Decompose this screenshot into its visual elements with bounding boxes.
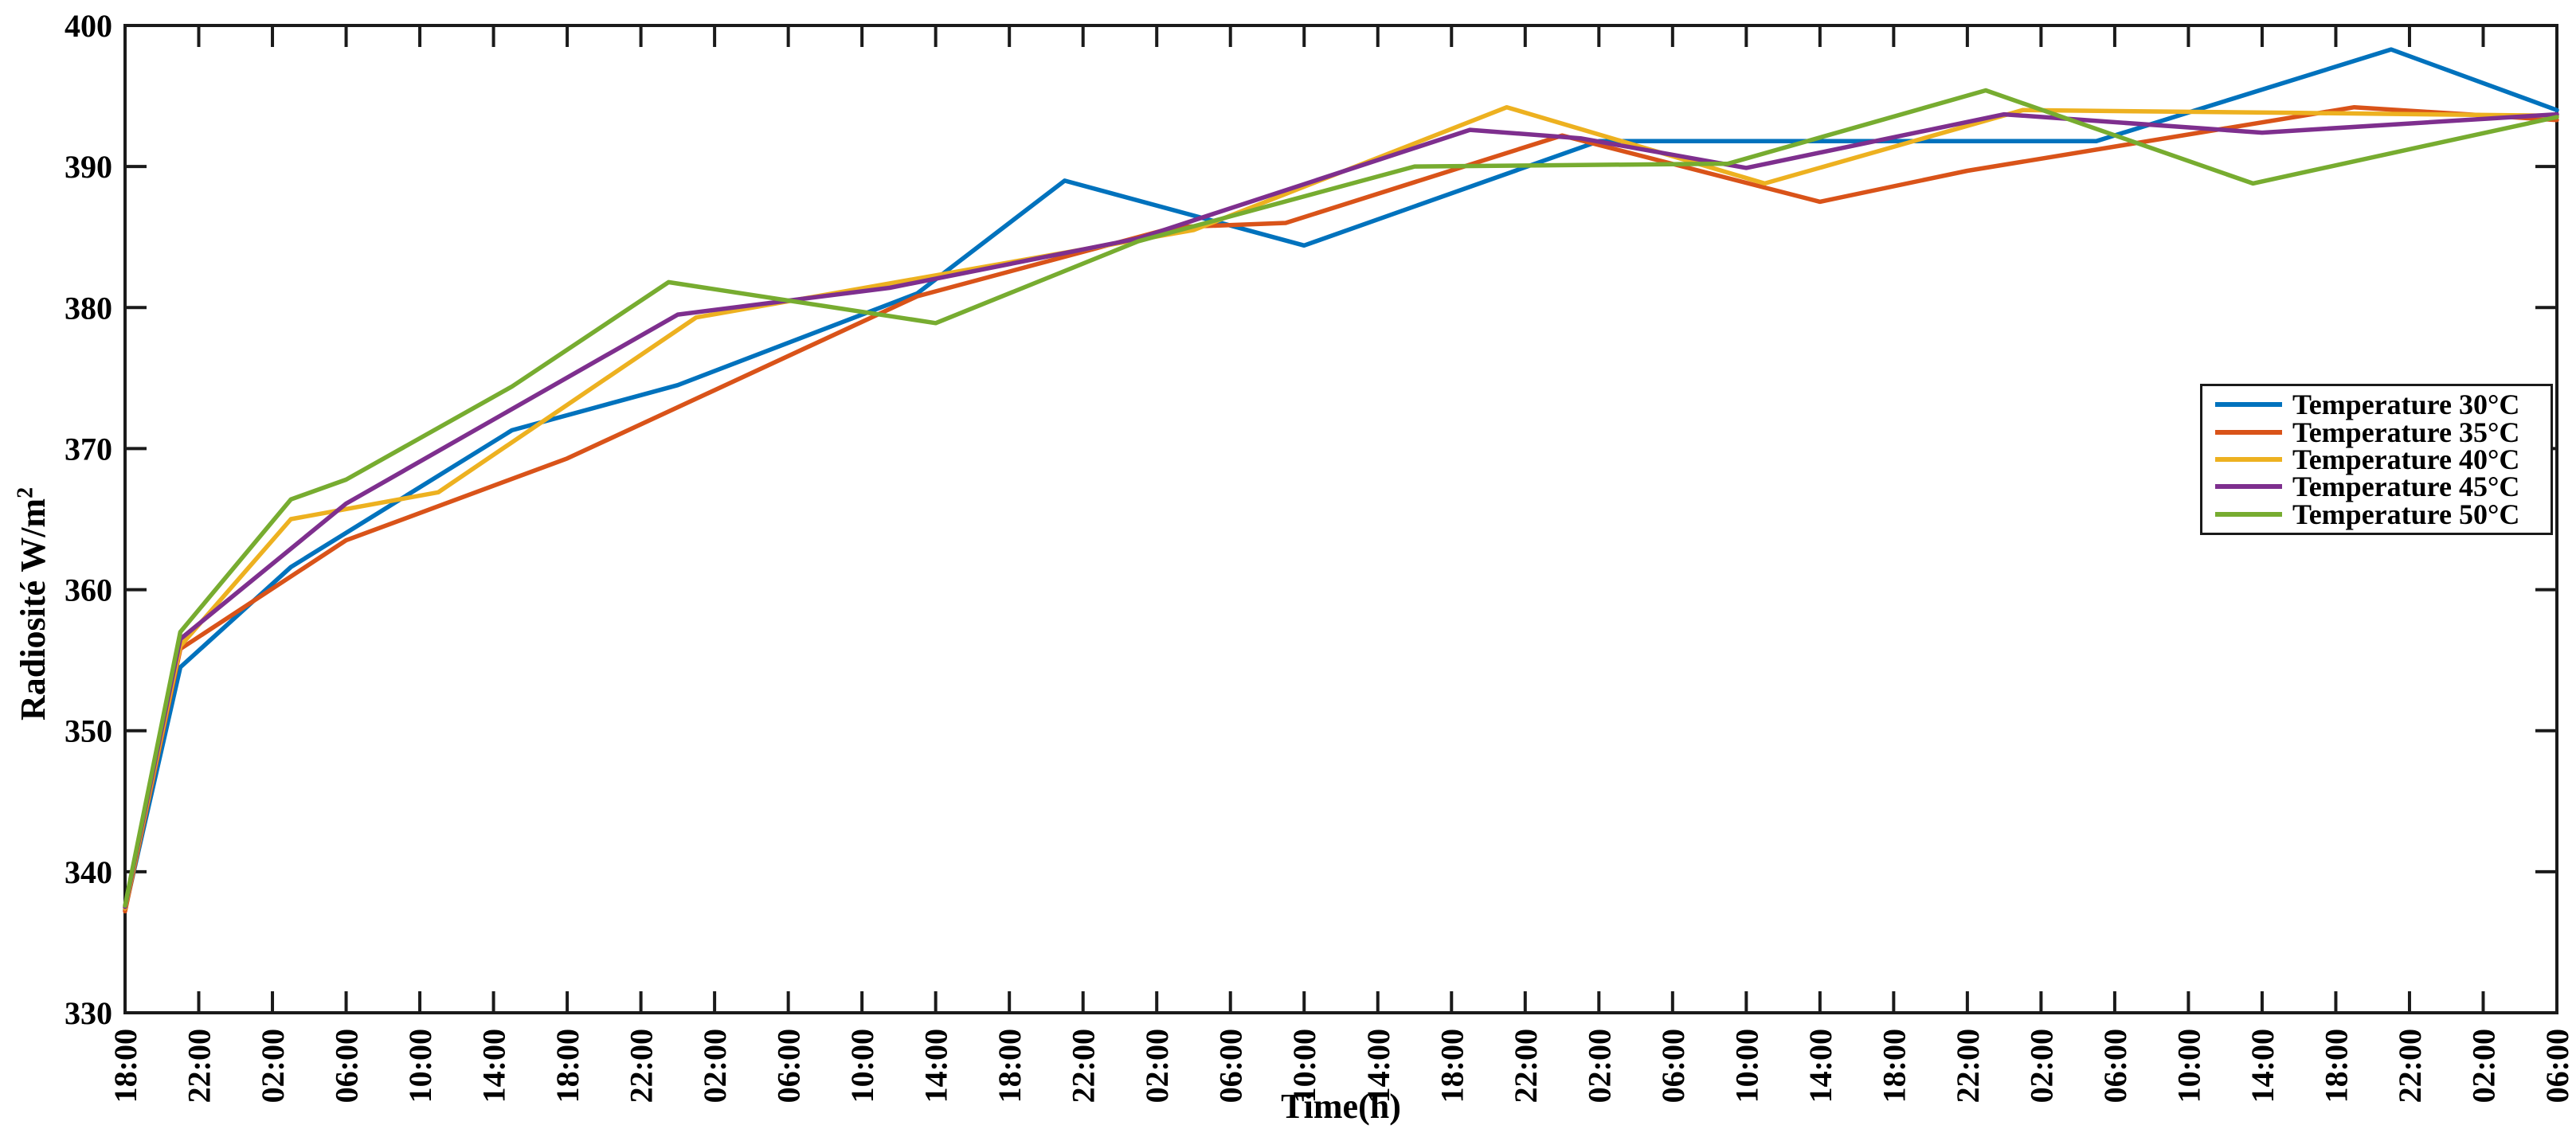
y-tick-label: 330 — [65, 995, 112, 1031]
y-tick-label: 360 — [65, 572, 112, 608]
y-tick-label: 400 — [65, 8, 112, 44]
x-tick-label: 06:00 — [2097, 1029, 2133, 1103]
series-line-30 — [123, 47, 2559, 912]
legend-label: Temperature 45°C — [2292, 471, 2520, 503]
x-tick-label: 10:00 — [1728, 1029, 1764, 1103]
x-tick-label: 22:00 — [182, 1029, 217, 1103]
legend-entry: Temperature 45°C — [2215, 471, 2551, 503]
series-line-35 — [123, 104, 2559, 914]
legend-swatch — [2215, 484, 2282, 490]
x-tick-label: 02:00 — [255, 1029, 291, 1103]
legend-entry: Temperature 35°C — [2215, 416, 2551, 448]
x-tick-label: 18:00 — [550, 1029, 585, 1103]
x-tick-label: 22:00 — [1508, 1029, 1544, 1103]
x-tick-label: 10:00 — [402, 1029, 438, 1103]
legend-label: Temperature 40°C — [2292, 443, 2520, 475]
y-tick-label: 380 — [65, 290, 112, 326]
x-tick-label: 10:00 — [844, 1029, 880, 1103]
x-tick-label: 14:00 — [918, 1029, 954, 1103]
x-tick-label: 02:00 — [1139, 1029, 1175, 1103]
legend-label: Temperature 50°C — [2292, 498, 2520, 530]
legend-label: Temperature 30°C — [2292, 389, 2520, 421]
x-tick-label: 18:00 — [2318, 1029, 2354, 1103]
x-tick-label: 06:00 — [1213, 1029, 1249, 1103]
legend-label: Temperature 35°C — [2292, 416, 2520, 448]
y-axis-title: Radiosité W/m2 — [13, 487, 53, 721]
x-tick-label: 02:00 — [2465, 1029, 2501, 1103]
x-tick-label: 06:00 — [2539, 1029, 2575, 1103]
series-line-50 — [123, 88, 2559, 908]
legend-swatch — [2215, 402, 2282, 408]
x-tick-label: 18:00 — [108, 1029, 143, 1103]
x-tick-label: 18:00 — [1876, 1029, 1912, 1103]
x-tick-label: 14:00 — [476, 1029, 512, 1103]
axis-border — [123, 24, 2558, 1014]
x-tick-label: 14:00 — [1360, 1029, 1396, 1103]
series-line-40 — [123, 104, 2559, 911]
x-tick-label: 10:00 — [2171, 1029, 2206, 1103]
legend-entry: Temperature 40°C — [2215, 443, 2551, 475]
x-axis-title: Time(h) — [1281, 1087, 1401, 1126]
x-tick-label: 06:00 — [329, 1029, 365, 1103]
x-tick-label: 02:00 — [697, 1029, 733, 1103]
legend-swatch — [2215, 456, 2282, 462]
series-line-45 — [123, 111, 2559, 909]
legend-entry: Temperature 30°C — [2215, 389, 2551, 421]
x-tick-label: 14:00 — [1803, 1029, 1838, 1103]
x-tick-label: 14:00 — [2245, 1029, 2280, 1103]
legend-box: Temperature 30°C Temperature 35°C Temperat… — [2200, 384, 2553, 535]
y-tick-label: 340 — [65, 854, 112, 890]
x-tick-label: 02:00 — [1581, 1029, 1617, 1103]
x-tick-label: 22:00 — [1950, 1029, 1986, 1103]
x-tick-label: 22:00 — [2392, 1029, 2428, 1103]
x-tick-label: 06:00 — [1655, 1029, 1691, 1103]
y-tick-label: 390 — [65, 149, 112, 185]
x-tick-label: 18:00 — [1434, 1029, 1470, 1103]
legend-entry: Temperature 50°C — [2215, 498, 2551, 530]
x-tick-label: 02:00 — [2023, 1029, 2059, 1103]
y-tick-label: 370 — [65, 431, 112, 467]
x-tick-label: 06:00 — [771, 1029, 807, 1103]
legend-swatch — [2215, 429, 2282, 435]
y-axis-title-superscript: 2 — [13, 486, 38, 498]
x-tick-label: 22:00 — [624, 1029, 660, 1103]
x-tick-label: 18:00 — [992, 1029, 1028, 1103]
x-tick-label: 10:00 — [1286, 1029, 1322, 1103]
y-axis-title-text: Radiosité W/m — [14, 498, 53, 721]
x-tick-label: 22:00 — [1066, 1029, 1102, 1103]
y-tick-label: 350 — [65, 713, 112, 749]
legend-swatch — [2215, 511, 2282, 517]
